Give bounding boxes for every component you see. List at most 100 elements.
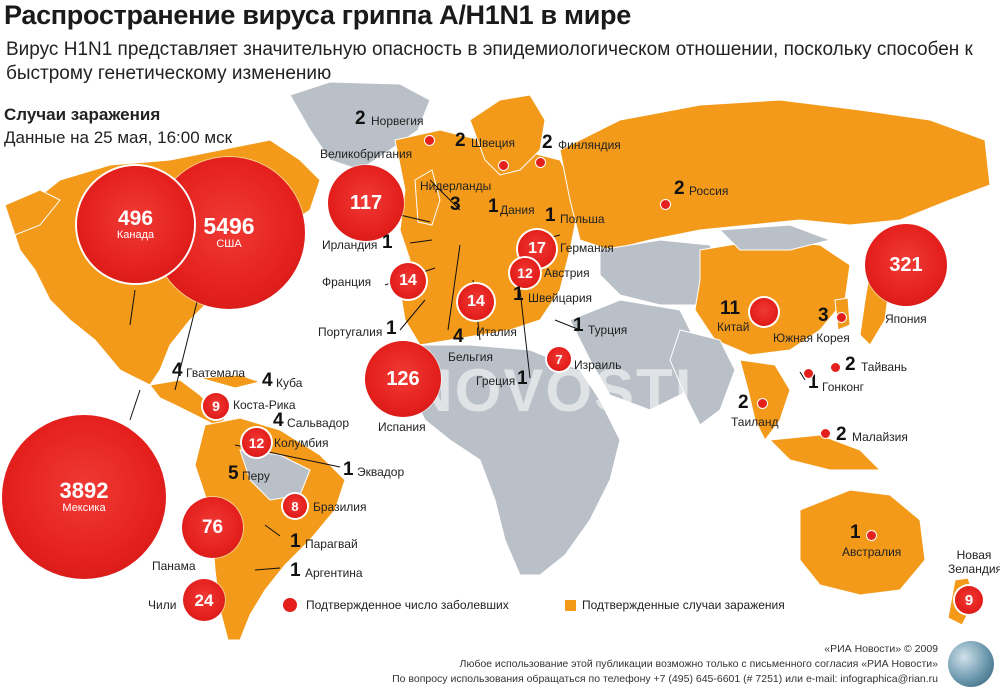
watermark: RIANOVOSTI — [300, 357, 694, 424]
bubble-nz-count: 9 — [964, 591, 974, 609]
switzerland-count: 1 — [513, 284, 524, 305]
page-subtitle: Вирус H1N1 представляет значительную опа… — [6, 39, 973, 84]
hongkong-label: Гонконг — [822, 380, 865, 394]
south-korea-count: 3 — [818, 305, 829, 326]
russia-label: Россия — [689, 184, 729, 198]
bubble-japan: 321 — [865, 224, 947, 306]
turkey-count: 1 — [573, 315, 584, 336]
bubble-spain: 126 — [365, 341, 441, 417]
bubble-colombia-count: 12 — [248, 434, 265, 451]
footer-contact: По вопросу использования обращаться по т… — [392, 673, 938, 685]
turkey-label: Турция — [588, 323, 628, 337]
australia-count: 1 — [850, 522, 861, 543]
malaysia-label: Малайзия — [852, 430, 908, 444]
guatemala-label: Гватемала — [186, 366, 246, 380]
cuba-count: 4 — [262, 370, 273, 391]
taiwan-count: 2 — [845, 354, 856, 375]
israel-label: Израиль — [574, 358, 622, 372]
australia-label: Австралия — [842, 545, 902, 559]
ireland-label: Ирландия — [322, 238, 378, 252]
thailand-label: Таиланд — [731, 415, 779, 429]
bubble-france-count: 14 — [399, 272, 417, 289]
japan-label: Япония — [885, 312, 927, 326]
russia-count: 2 — [674, 178, 685, 199]
cases-heading: Случаи заражения — [4, 105, 161, 124]
bubble-canada-label: Канада — [116, 228, 155, 241]
africa-region — [409, 344, 621, 576]
bubble-usa-label: США — [216, 238, 242, 251]
salvador-count: 4 — [273, 410, 284, 431]
netherlands-label: Нидерланды — [420, 179, 492, 193]
france-label: Франция — [322, 275, 372, 289]
taiwan-dot — [830, 362, 841, 373]
finland-dot — [535, 157, 546, 168]
bubble-mexico-count: 3892 — [59, 477, 109, 503]
bubble-chile: 24 — [183, 579, 225, 621]
sweden-label: Швеция — [471, 136, 515, 150]
poland-label: Польша — [560, 212, 605, 226]
bubble-nz: 9 — [955, 586, 983, 614]
norway-dot — [424, 135, 435, 146]
malaysia-count: 2 — [836, 424, 847, 445]
colombia-label: Колумбия — [274, 436, 329, 450]
sweden-count: 2 — [455, 130, 466, 151]
legend-confirmed-count-label: Подтвержденное число заболевших — [306, 598, 509, 612]
bubble-germany-count: 17 — [528, 240, 546, 257]
mongolia-region — [718, 224, 832, 251]
bubble-costa-rica-count: 9 — [212, 398, 220, 414]
belgium-label: Бельгия — [448, 350, 493, 364]
malaysia-dot — [820, 428, 831, 439]
italy-label: Италия — [476, 325, 517, 339]
chile-label: Чили — [148, 598, 177, 612]
bubble-chile-count: 24 — [194, 590, 214, 610]
bubble-france: 14 — [390, 263, 426, 299]
bubble-panama-count: 76 — [201, 517, 224, 538]
taiwan-label: Тайвань — [861, 360, 907, 374]
cases-date: Данные на 25 мая, 16:00 мск — [4, 128, 233, 147]
bubble-colombia: 12 — [242, 428, 271, 457]
greece-label: Греция — [476, 374, 516, 388]
bubble-canada: 496 Канада — [77, 166, 194, 283]
china-count: 11 — [720, 298, 741, 319]
paraguay-label: Парагвай — [305, 537, 358, 551]
bubble-china — [750, 298, 778, 326]
netherlands-count: 3 — [450, 194, 461, 215]
austria-label: Австрия — [544, 266, 590, 280]
alaska-region — [4, 189, 61, 236]
china-label: Китай — [717, 320, 750, 334]
bubble-usa-count: 5496 — [203, 213, 255, 240]
hongkong-dot — [803, 368, 814, 379]
ria-globe-logo — [948, 641, 994, 687]
greece-count: 1 — [517, 368, 528, 389]
uk-label: Великобритания — [320, 147, 413, 161]
legend-confirmed-cases-marker — [565, 600, 576, 611]
caribbean-region — [199, 374, 262, 389]
footer-usage: Любое использование этой публикации возм… — [459, 658, 938, 670]
norway-label: Норвегия — [371, 114, 424, 128]
south-korea-label: Южная Корея — [773, 331, 850, 345]
bubble-mexico-label: Мексика — [62, 501, 106, 514]
guatemala-count: 4 — [172, 360, 183, 381]
poland-count: 1 — [545, 205, 556, 226]
scandinavia-region — [469, 94, 546, 176]
bubble-mexico: 3892 Мексика — [2, 415, 166, 579]
argentina-count: 1 — [290, 560, 301, 581]
india-region — [669, 329, 736, 426]
bubble-italy: 14 — [458, 284, 494, 320]
peru-count: 5 — [228, 463, 239, 484]
bubble-costa-rica: 9 — [203, 393, 229, 419]
russia-dot — [660, 199, 671, 210]
bubble-panama: 76 — [182, 497, 243, 558]
thailand-dot — [757, 398, 768, 409]
bubble-brazil-count: 8 — [291, 498, 299, 514]
legend-confirmed-cases-label: Подтвержденные случаи заражения — [582, 598, 785, 612]
footer-copyright: «РИА Новости» © 2009 — [824, 643, 938, 655]
bubble-austria: 12 — [510, 258, 540, 288]
denmark-count: 1 — [488, 196, 499, 217]
panama-label: Панама — [152, 559, 196, 573]
thailand-count: 2 — [738, 392, 749, 413]
bubble-austria-count: 12 — [517, 265, 533, 281]
cuba-label: Куба — [276, 376, 303, 390]
nz-label: Новая Зеландия — [948, 548, 1000, 576]
australia-dot — [866, 530, 877, 541]
